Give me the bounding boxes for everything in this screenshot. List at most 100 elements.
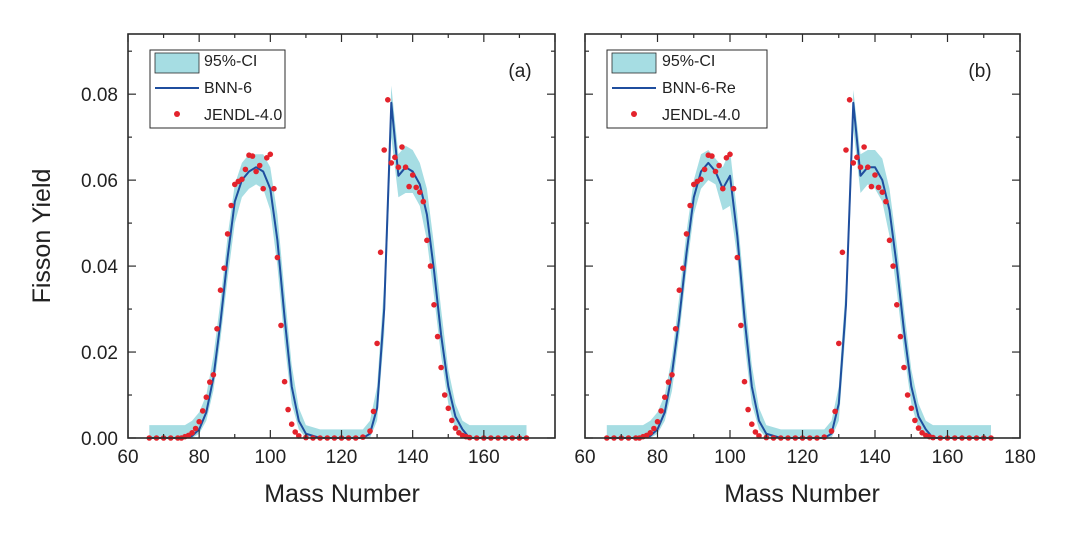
- panel-a-data-point: [221, 265, 227, 272]
- panel-b-data-point: [912, 417, 918, 424]
- panel-a-data-point: [434, 333, 441, 340]
- panel-b-data-point: [883, 198, 889, 205]
- panel-a-data-point: [285, 406, 291, 413]
- panel-a-data-point: [406, 183, 412, 190]
- panel-b-legend-model-label: BNN-6-Re: [662, 80, 736, 97]
- panel-b-data-point: [894, 302, 900, 308]
- panel-b-data-point: [886, 237, 893, 244]
- panel-a-label: (a): [508, 61, 531, 82]
- panel-b-data-point: [734, 254, 741, 261]
- panel-a-data-point: [385, 97, 391, 103]
- panel-a-data-point: [239, 176, 245, 183]
- panel-a-data-point: [214, 326, 220, 332]
- panel-b-data-point: [683, 231, 690, 237]
- panel-a-legend-ci-label: 95%-CI: [204, 53, 257, 70]
- panel-b-data-point: [846, 97, 853, 103]
- panel-b-label: (b): [968, 61, 991, 82]
- panel-b-legend-ci-label: 95%-CI: [662, 53, 715, 70]
- panel-a-data-point: [445, 405, 452, 412]
- panel-a-y-tick-label: 0.06: [81, 171, 118, 192]
- panel-a-ci-band: [149, 85, 527, 438]
- panel-b-data-point: [720, 185, 726, 192]
- panel-a: Mass Number (a): [264, 61, 531, 508]
- panel-b-data-point: [865, 164, 871, 170]
- panel-a-data-point: [189, 430, 195, 436]
- panel-a-data-point: [271, 185, 277, 192]
- panel-b-data-point: [723, 155, 730, 161]
- panel-b-data-point: [665, 379, 672, 385]
- panel-b-data-point: [854, 154, 860, 161]
- panel-b-x-tick-label: 100: [714, 447, 746, 468]
- panel-b-data-point: [857, 164, 864, 170]
- panel-b-data-point: [698, 176, 704, 183]
- panel-a-data-point: [370, 408, 377, 415]
- panel-a-model-line: [149, 101, 527, 439]
- panel-b-data-point: [749, 421, 755, 428]
- panel-b-data-point: [908, 405, 915, 412]
- panel-a-data-point: [402, 164, 409, 170]
- panel-b-data-point: [843, 147, 849, 153]
- panel-a-data-point: [281, 378, 288, 385]
- panel-a-data-point: [438, 364, 444, 371]
- panel-b-legend-symbols: [606, 49, 768, 129]
- panel-b-legend-ci-swatch: [611, 52, 657, 74]
- panel-b-data-point: [850, 160, 857, 166]
- panel-a-x-tick-label: 160: [468, 447, 500, 468]
- panel-a-data-point: [417, 189, 423, 195]
- panel-b-legend-data-swatch: [631, 111, 637, 117]
- panel-a-data-point: [420, 198, 427, 205]
- panel-a-data-point: [210, 372, 217, 378]
- panel-a-data-point: [203, 394, 210, 401]
- panel-a-data-point: [264, 155, 270, 161]
- panel-a-data-point: [449, 417, 455, 424]
- panel-b-legend-data-label: JENDL-4.0: [662, 107, 740, 124]
- panel-b-ci-band: [606, 89, 991, 439]
- panel-b-data-point: [745, 406, 751, 413]
- panel-b-x-tick-label: 180: [1004, 447, 1036, 468]
- panel-a-x-tick-label: 60: [117, 447, 138, 468]
- panel-b-data-point: [879, 189, 886, 195]
- panel-b-data-point: [662, 394, 668, 401]
- panel-a-data-point: [288, 421, 295, 428]
- panel-b-data-point: [839, 249, 846, 256]
- panel-b-data-point: [676, 287, 683, 294]
- panel-a-data-point: [388, 160, 395, 166]
- panel-a-data-point: [207, 379, 213, 385]
- panel-b-data-point: [904, 392, 911, 398]
- panel-b-data-point: [915, 425, 922, 431]
- panel-b-model-line: [606, 101, 991, 439]
- panel-a-x-tick-label: 80: [189, 447, 210, 468]
- panel-b-x-tick-label: 140: [859, 447, 891, 468]
- panel-a-data-point: [424, 237, 430, 244]
- panel-b-data-point: [712, 168, 719, 175]
- panel-b-data-point: [716, 162, 722, 169]
- panel-a-data-point: [242, 166, 249, 173]
- panel-b-data-point: [651, 425, 657, 432]
- panel-b-x-tick-label: 160: [932, 447, 964, 468]
- panel-a-data-point: [367, 428, 373, 434]
- panel-a-legend-model-label: BNN-6: [204, 80, 252, 97]
- panel-a-data-point: [374, 340, 380, 347]
- panel-b: Mass Number (b): [724, 61, 991, 508]
- panel-a-data-point: [452, 425, 459, 431]
- panel-a-data-point: [199, 408, 206, 414]
- panel-b-data-point: [868, 183, 875, 190]
- panel-a-data-point: [441, 392, 448, 398]
- panel-a-y-tick-label: 0.00: [81, 429, 118, 450]
- panel-b-data-point: [741, 378, 748, 385]
- panel-b-x-tick-label: 80: [647, 447, 668, 468]
- panel-a-data-point: [395, 164, 402, 170]
- panel-a-data-point: [274, 254, 281, 261]
- panel-a-data-point: [360, 434, 366, 440]
- panel-b-x-axis-title: Mass Number: [724, 480, 880, 508]
- panel-b-data-point: [701, 166, 708, 173]
- panel-a-data-point: [427, 263, 434, 269]
- panel-a-data-point: [249, 153, 256, 159]
- panel-b-data-point: [672, 326, 679, 332]
- panel-b-data-point: [890, 263, 896, 269]
- panel-b-data-point: [658, 408, 664, 414]
- panel-a-x-axis-title: Mass Number: [264, 480, 420, 508]
- panel-a-data-point: [224, 231, 231, 237]
